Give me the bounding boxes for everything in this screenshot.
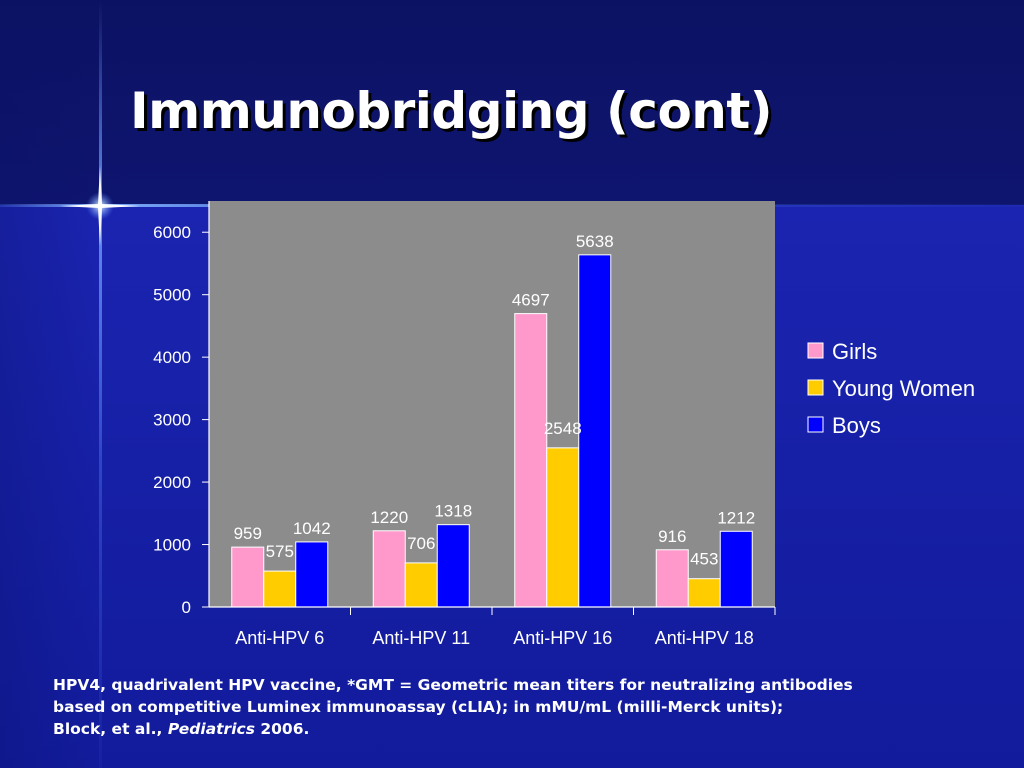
x-tick-label-anti-hpv-6: Anti-HPV 6 — [235, 628, 324, 648]
data-label-boys-anti-hpv-16: 5638 — [576, 232, 614, 251]
bar-girls-anti-hpv-11 — [372, 530, 406, 608]
axes-group: Anti-HPV 6 Anti-HPV 11 Anti-HPV 16 Anti-HPV… — [153, 201, 776, 648]
data-label-girls-anti-hpv-11: 1220 — [370, 508, 408, 527]
y-tick-label-1000: 1000 — [153, 536, 191, 555]
legend-label-young-women: Young Women — [832, 376, 975, 401]
legend-swatch-young-women — [807, 379, 824, 396]
y-tick-label-2000: 2000 — [153, 473, 191, 492]
footnote-citation-authors: Block, et al., — [53, 720, 168, 738]
bar-boys-anti-hpv-16 — [578, 254, 612, 608]
legend-label-girls: Girls — [832, 339, 877, 364]
sparkle-icon — [60, 166, 140, 246]
bar-girls-anti-hpv-16 — [514, 313, 548, 608]
bars-group — [231, 254, 753, 608]
footnote-citation-journal: Pediatrics — [167, 720, 255, 738]
slide-title: Immunobridging (cont) — [130, 82, 773, 140]
decorative-left-band — [0, 0, 100, 768]
decorative-vertical-line — [99, 0, 102, 768]
bar-girls-anti-hpv-6 — [231, 546, 265, 608]
bar-young-women-anti-hpv-11 — [404, 562, 438, 608]
footnote: HPV4, quadrivalent HPV vaccine, *GMT = G… — [53, 674, 993, 740]
bar-young-women-anti-hpv-18 — [687, 578, 721, 608]
plot-area — [209, 201, 775, 607]
legend-swatch-boys — [807, 416, 824, 433]
footnote-line-1: HPV4, quadrivalent HPV vaccine, *GMT = G… — [53, 676, 853, 694]
data-label-young-women-anti-hpv-11: 706 — [407, 534, 435, 553]
data-label-young-women-anti-hpv-6: 575 — [266, 542, 294, 561]
data-label-boys-anti-hpv-11: 1318 — [434, 502, 472, 521]
data-label-young-women-anti-hpv-18: 453 — [690, 550, 718, 569]
data-label-boys-anti-hpv-6: 1042 — [293, 519, 331, 538]
legend-swatch-girls — [807, 342, 824, 359]
bar-young-women-anti-hpv-16 — [546, 447, 580, 608]
bar-chart: Anti-HPV 6 Anti-HPV 11 Anti-HPV 16 Anti-HPV… — [153, 201, 975, 648]
y-tick-label-6000: 6000 — [153, 223, 191, 242]
data-label-young-women-anti-hpv-16: 2548 — [544, 419, 582, 438]
bar-boys-anti-hpv-11 — [436, 524, 470, 608]
footnote-line-3: Block, et al., Pediatrics 2006. — [53, 718, 993, 740]
legend-label-boys: Boys — [832, 413, 881, 438]
x-tick-label-anti-hpv-18: Anti-HPV 18 — [655, 628, 754, 648]
footnote-citation-year: 2006. — [254, 720, 310, 738]
x-tick-label-anti-hpv-11: Anti-HPV 11 — [372, 628, 470, 648]
footnote-line-2: based on competitive Luminex immunoassay… — [53, 698, 784, 716]
y-tick-label-3000: 3000 — [153, 411, 191, 430]
data-label-boys-anti-hpv-18: 1212 — [717, 508, 755, 527]
y-tick-label-5000: 5000 — [153, 286, 191, 305]
legend: Girls Young Women Boys — [807, 339, 975, 438]
bar-boys-anti-hpv-6 — [295, 541, 329, 608]
bar-girls-anti-hpv-18 — [655, 549, 689, 608]
data-label-girls-anti-hpv-6: 959 — [234, 524, 262, 543]
y-tick-label-0: 0 — [182, 598, 191, 617]
data-label-girls-anti-hpv-16: 4697 — [512, 291, 550, 310]
data-label-girls-anti-hpv-18: 916 — [658, 527, 686, 546]
bar-boys-anti-hpv-18 — [719, 530, 753, 608]
y-tick-label-4000: 4000 — [153, 348, 191, 367]
x-tick-label-anti-hpv-16: Anti-HPV 16 — [513, 628, 612, 648]
slide-background-top — [0, 0, 1024, 205]
bar-young-women-anti-hpv-6 — [263, 570, 297, 608]
